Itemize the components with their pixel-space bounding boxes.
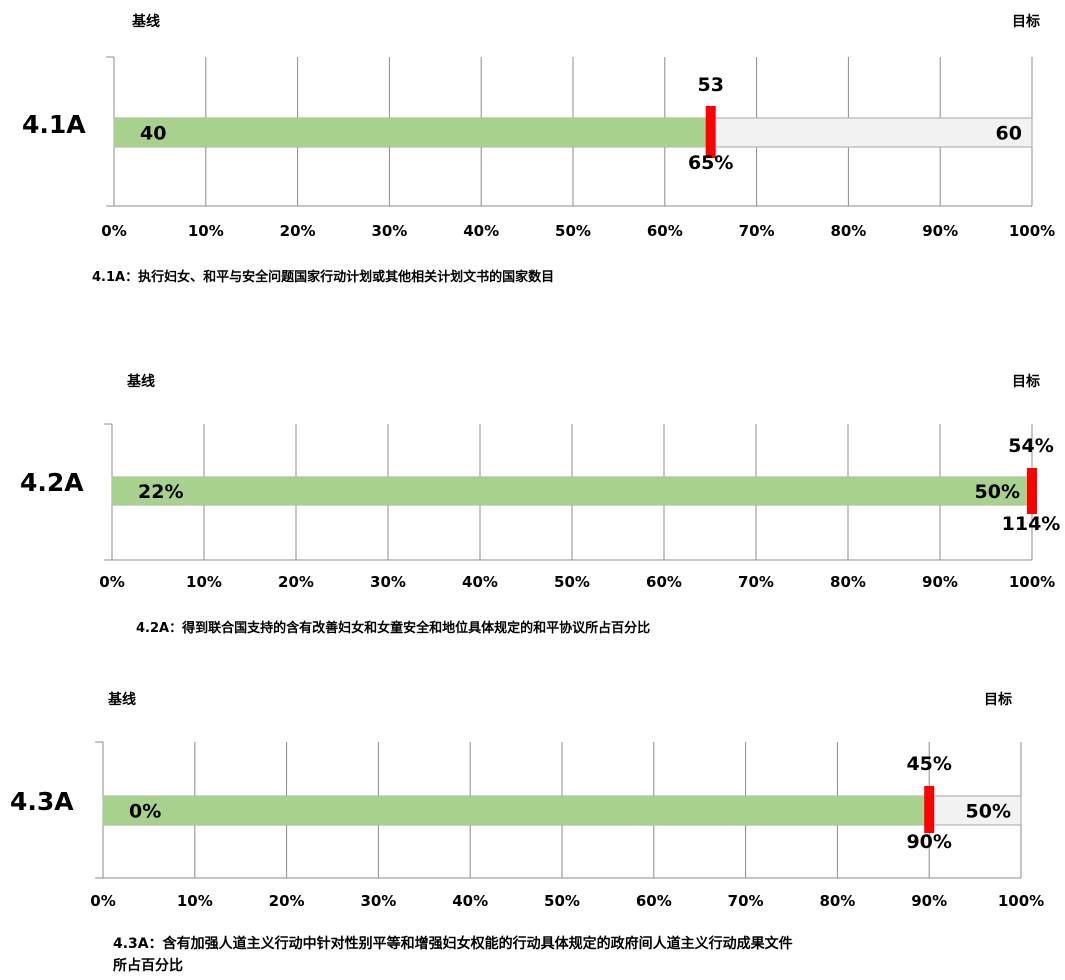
x-tick-label: 90%: [922, 573, 958, 591]
bar-progress: [103, 796, 930, 825]
current-marker: [1027, 468, 1037, 514]
target-value-label: 50%: [966, 801, 1011, 823]
x-tick-label: 0%: [99, 573, 124, 591]
x-tick-label: 70%: [739, 222, 775, 240]
baseline-label: 基线: [127, 373, 155, 390]
x-tick-label: 50%: [555, 222, 591, 240]
x-tick-label: 100%: [998, 892, 1044, 910]
progress-label: 90%: [906, 831, 951, 853]
target-label: 目标: [1012, 13, 1040, 30]
x-tick-label: 30%: [360, 892, 396, 910]
x-tick-label: 60%: [646, 573, 682, 591]
caption: 所占百分比: [113, 957, 183, 974]
x-tick-label: 10%: [177, 892, 213, 910]
x-tick-label: 80%: [830, 573, 866, 591]
x-tick-label: 70%: [728, 892, 764, 910]
current-marker: [705, 106, 716, 158]
current-value-label: 54%: [1008, 435, 1053, 457]
baseline-value-label: 0%: [129, 801, 161, 823]
x-tick-label: 60%: [647, 222, 683, 240]
target-value-label: 50%: [975, 481, 1020, 503]
x-tick-label: 60%: [636, 892, 672, 910]
bar-progress: [114, 118, 711, 147]
x-tick-label: 70%: [738, 573, 774, 591]
x-tick-label: 0%: [90, 892, 115, 910]
caption: 4.1A：执行妇女、和平与安全问题国家行动计划或其他相关计划文书的国家数目: [92, 269, 554, 285]
row-label: 4.1A: [22, 110, 86, 139]
caption: 4.3A：含有加强人道主义行动中针对性别平等和增强妇女权能的行动具体规定的政府间…: [113, 935, 793, 952]
x-tick-label: 50%: [544, 892, 580, 910]
x-tick-label: 80%: [830, 222, 866, 240]
x-tick-label: 30%: [371, 222, 407, 240]
baseline-label: 基线: [108, 691, 136, 708]
x-tick-label: 20%: [280, 222, 316, 240]
x-tick-label: 100%: [1009, 222, 1055, 240]
x-tick-label: 100%: [1009, 573, 1055, 591]
row-label: 4.3A: [10, 787, 74, 816]
x-tick-label: 40%: [463, 222, 499, 240]
baseline-value-label: 40: [140, 123, 166, 145]
caption: 4.2A：得到联合国支持的含有改善妇女和女童安全和地位具体规定的和平协议所占百分…: [136, 620, 650, 636]
bar-progress: [112, 477, 1032, 505]
baseline-label: 基线: [132, 13, 160, 30]
x-tick-label: 90%: [922, 222, 958, 240]
x-tick-label: 20%: [269, 892, 305, 910]
baseline-value-label: 22%: [138, 481, 183, 503]
x-tick-label: 40%: [462, 573, 498, 591]
target-value-label: 60: [996, 123, 1022, 145]
progress-label: 114%: [1002, 513, 1061, 535]
x-tick-label: 10%: [188, 222, 224, 240]
x-tick-label: 40%: [452, 892, 488, 910]
row-label: 4.2A: [20, 468, 84, 497]
x-tick-label: 30%: [370, 573, 406, 591]
current-value-label: 45%: [906, 753, 951, 775]
x-tick-label: 50%: [554, 573, 590, 591]
x-tick-label: 80%: [819, 892, 855, 910]
x-tick-label: 90%: [911, 892, 947, 910]
current-value-label: 53: [697, 74, 723, 96]
x-tick-label: 10%: [186, 573, 222, 591]
target-label: 目标: [1012, 373, 1040, 390]
target-label: 目标: [984, 691, 1012, 708]
current-marker: [924, 786, 935, 833]
x-tick-label: 0%: [101, 222, 126, 240]
progress-label: 65%: [688, 152, 733, 174]
x-tick-label: 20%: [278, 573, 314, 591]
